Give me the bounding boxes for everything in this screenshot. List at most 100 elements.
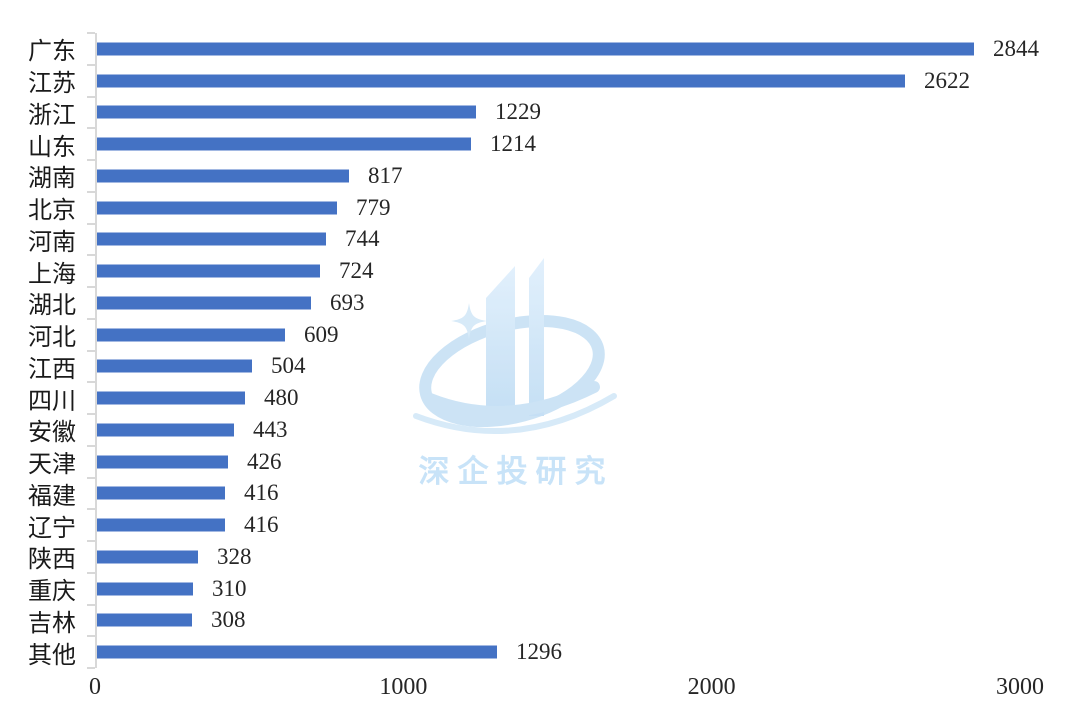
category-label: 河北 [28, 325, 76, 352]
category-label: 安徽 [28, 420, 76, 447]
value-label: 693 [330, 289, 365, 315]
category-label: 湖北 [28, 293, 76, 320]
bar [97, 232, 326, 246]
bar [97, 359, 252, 373]
bar [97, 201, 337, 215]
value-label: 744 [345, 226, 380, 252]
value-label: 1229 [495, 99, 541, 125]
y-axis-tick [87, 159, 95, 161]
category-label: 浙江 [28, 102, 76, 129]
y-axis-tick [87, 508, 95, 511]
category-label: 上海 [28, 261, 76, 288]
value-label: 1296 [516, 639, 562, 665]
value-label: 609 [304, 321, 339, 347]
value-label: 504 [271, 353, 306, 379]
y-axis-tick [87, 63, 95, 66]
category-label: 山东 [28, 134, 76, 161]
value-label: 310 [212, 575, 247, 601]
x-axis-label: 0 [89, 674, 101, 700]
bar-row: 四川 480 [0, 382, 1080, 415]
bar-row: 河北 609 [0, 319, 1080, 352]
bar-row: 其他 1296 [0, 636, 1080, 669]
bar-row: 浙江 1229 [0, 97, 1080, 129]
bar [97, 296, 311, 310]
y-axis-tick [87, 127, 95, 130]
bar-row: 辽宁 416 [0, 509, 1080, 542]
value-label: 480 [264, 385, 299, 411]
y-axis-tick [87, 32, 95, 34]
y-axis-tick [87, 444, 95, 447]
category-label: 陕西 [28, 547, 76, 574]
bar-row: 吉林 308 [0, 605, 1080, 637]
category-label: 广东 [28, 39, 76, 66]
category-label: 重庆 [28, 579, 76, 606]
bar-row: 河南 744 [0, 224, 1080, 256]
x-axis-label: 3000 [996, 674, 1044, 700]
value-label: 2844 [993, 35, 1039, 61]
bar [97, 582, 193, 596]
value-label: 779 [356, 194, 391, 220]
y-axis-tick [87, 413, 95, 415]
bar [97, 137, 471, 151]
y-axis-tick [87, 286, 95, 288]
bar-row: 山东 1214 [0, 128, 1080, 161]
value-label: 426 [247, 448, 282, 474]
y-axis-tick [87, 476, 95, 479]
y-axis-tick [87, 190, 95, 193]
bar-row: 广东 2844 [0, 33, 1080, 66]
category-label: 福建 [28, 483, 76, 510]
bar-row: 福建 416 [0, 478, 1080, 510]
category-label: 吉林 [28, 610, 76, 637]
category-label: 北京 [28, 198, 76, 225]
bar [97, 328, 285, 342]
y-axis-tick [87, 222, 95, 225]
bar-row: 湖北 693 [0, 287, 1080, 320]
y-axis-tick [87, 635, 95, 638]
y-axis-tick [87, 381, 95, 384]
bar-row: 北京 779 [0, 192, 1080, 225]
category-label: 湖南 [28, 166, 76, 193]
value-label: 1214 [490, 131, 536, 157]
bar-row: 重庆 310 [0, 573, 1080, 606]
bar [97, 391, 245, 405]
y-axis-tick [87, 95, 95, 98]
bar [97, 264, 320, 278]
value-label: 2622 [924, 67, 970, 93]
bar-row: 上海 724 [0, 255, 1080, 288]
y-axis-tick [87, 571, 95, 574]
value-label: 416 [244, 480, 279, 506]
bar [97, 613, 192, 627]
bar [97, 486, 225, 500]
category-label: 河南 [28, 229, 76, 256]
bar [97, 42, 974, 56]
bar-row: 安徽 443 [0, 414, 1080, 447]
bar [97, 550, 198, 564]
value-label: 724 [339, 258, 374, 284]
x-axis-label: 2000 [687, 674, 736, 700]
bar-row: 江苏 2622 [0, 65, 1080, 98]
value-label: 443 [253, 416, 288, 442]
value-label: 308 [211, 607, 246, 633]
bar [97, 518, 225, 532]
bar-row: 湖南 817 [0, 160, 1080, 193]
y-axis-tick [87, 254, 95, 257]
x-axis-label: 1000 [379, 674, 428, 700]
y-axis-tick [87, 603, 95, 606]
y-axis-tick [87, 317, 95, 320]
bar [97, 423, 234, 437]
value-label: 416 [244, 512, 279, 538]
value-label: 328 [217, 543, 252, 569]
bar [97, 645, 497, 659]
value-label: 817 [368, 162, 403, 188]
category-label: 其他 [28, 642, 76, 669]
bar [97, 169, 349, 183]
category-label: 江西 [28, 356, 76, 383]
category-label: 辽宁 [28, 515, 76, 542]
bar [97, 74, 905, 88]
bar [97, 105, 476, 119]
category-label: 四川 [28, 388, 76, 415]
y-axis-tick [87, 667, 95, 669]
category-label: 江苏 [28, 71, 76, 98]
y-axis-tick [87, 540, 95, 542]
